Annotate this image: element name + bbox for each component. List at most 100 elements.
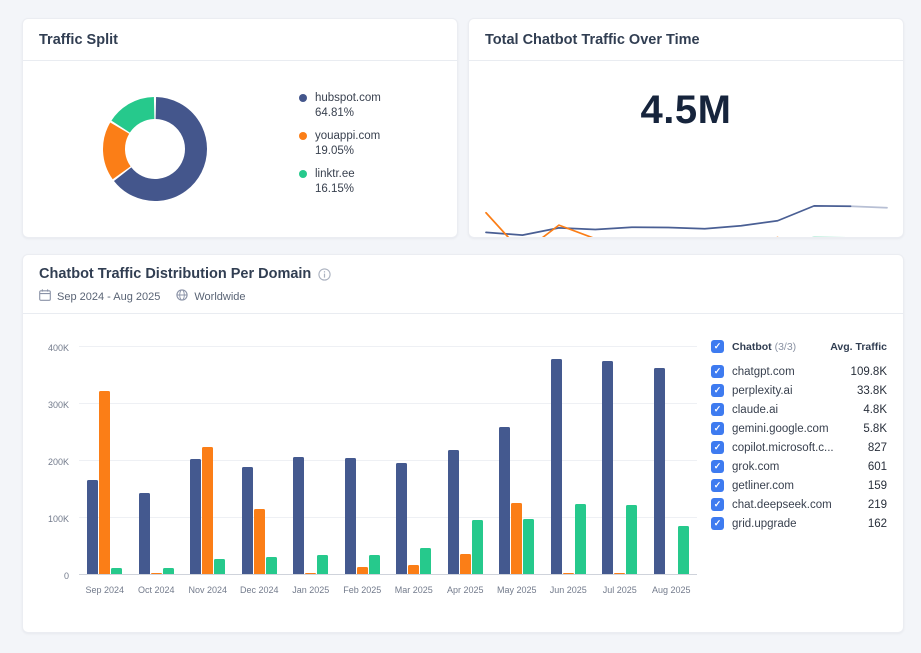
- bar-group-Mar 2025: [388, 347, 440, 574]
- bar-linktr.ee[interactable]: [626, 505, 638, 574]
- legend-row-getliner.com[interactable]: ✓ getliner.com 159: [711, 476, 887, 495]
- line-hubspot.com[interactable]: [485, 205, 852, 236]
- bar-linktr.ee[interactable]: [677, 526, 689, 574]
- legend-row-claude.ai[interactable]: ✓ claude.ai 4.8K: [711, 400, 887, 419]
- bar-hubspot.com[interactable]: [653, 367, 665, 574]
- chatbot-checkbox[interactable]: ✓: [711, 479, 724, 492]
- distribution-header: Chatbot Traffic Distribution Per Domain: [23, 255, 903, 314]
- x-tick-label: Oct 2024: [137, 585, 175, 595]
- chatbot-checkbox[interactable]: ✓: [711, 365, 724, 378]
- distribution-body: 0 100K 200K 300K 400K Sep 2024 Oct 2024 Nov 20…: [23, 314, 903, 595]
- bar-hubspot.com[interactable]: [499, 426, 511, 574]
- bar-linktr.ee[interactable]: [214, 559, 226, 574]
- bar-group-Feb 2025: [337, 347, 389, 574]
- bar-chart: 0 100K 200K 300K 400K Sep 2024 Oct 2024 Nov 20…: [41, 343, 698, 595]
- bar-youappi.com[interactable]: [253, 509, 265, 574]
- legend-domain: hubspot.com: [315, 91, 381, 104]
- bar-youappi.com[interactable]: [614, 573, 626, 574]
- bar-linktr.ee[interactable]: [111, 568, 123, 574]
- bar-hubspot.com[interactable]: [87, 480, 99, 574]
- chatbot-checkbox[interactable]: ✓: [711, 460, 724, 473]
- bar-linktr.ee[interactable]: [523, 519, 535, 574]
- donut-segment-youappi.com[interactable]: [103, 121, 131, 179]
- line-youappi.com[interactable]: [485, 211, 814, 238]
- chatbot-checkbox[interactable]: ✓: [711, 498, 724, 511]
- chatbot-checkbox[interactable]: ✓: [711, 441, 724, 454]
- bar-hubspot.com[interactable]: [396, 463, 408, 574]
- bar-hubspot.com[interactable]: [241, 466, 253, 574]
- traffic-split-donut-chart[interactable]: [93, 87, 217, 211]
- legend-row-perplexity.ai[interactable]: ✓ perplexity.ai 33.8K: [711, 381, 887, 400]
- bar-youappi.com[interactable]: [202, 446, 214, 574]
- legend-row-chatgpt.com[interactable]: ✓ chatgpt.com 109.8K: [711, 362, 887, 381]
- bar-hubspot.com[interactable]: [447, 449, 459, 574]
- legend-row-grid.upgrade[interactable]: ✓ grid.upgrade 162: [711, 514, 887, 533]
- legend-row-grok.com[interactable]: ✓ grok.com 601: [711, 457, 887, 476]
- bar-linktr.ee[interactable]: [574, 503, 586, 574]
- chatbot-avg-traffic: 162: [867, 517, 887, 530]
- bar-group-Jan 2025: [285, 347, 337, 574]
- x-tick-label: Aug 2025: [651, 585, 691, 595]
- chatbot-checkbox[interactable]: ✓: [711, 422, 724, 435]
- bar-hubspot.com[interactable]: [293, 456, 305, 574]
- bar-youappi.com[interactable]: [511, 503, 523, 574]
- bar-linktr.ee[interactable]: [317, 554, 329, 574]
- donut-segment-hubspot.com[interactable]: [113, 96, 207, 201]
- bar-hubspot.com[interactable]: [602, 360, 614, 574]
- traffic-over-time-line-chart[interactable]: [481, 199, 894, 238]
- legend-header-row: ✓ Chatbot (3/3) Avg. Traffic: [711, 340, 887, 353]
- legend-row-chat.deepseek.com[interactable]: ✓ chat.deepseek.com 219: [711, 495, 887, 514]
- info-icon[interactable]: [318, 268, 331, 281]
- chatbot-avg-traffic: 33.8K: [856, 384, 887, 397]
- bar-youappi.com[interactable]: [305, 573, 317, 574]
- bar-group-Aug 2025: [646, 347, 698, 574]
- bar-youappi.com[interactable]: [562, 573, 574, 574]
- x-tick-label: Jan 2025: [292, 585, 330, 595]
- gridline: [79, 517, 697, 518]
- bar-youappi.com[interactable]: [459, 553, 471, 574]
- bar-youappi.com[interactable]: [408, 564, 420, 574]
- bar-hubspot.com[interactable]: [138, 492, 150, 574]
- x-tick-label: Apr 2025: [446, 585, 484, 595]
- chatbot-avg-traffic: 827: [867, 441, 887, 454]
- globe-icon: [176, 289, 189, 304]
- chatbot-name: perplexity.ai: [732, 384, 793, 397]
- legend-dot-icon: [299, 169, 307, 178]
- donut-legend-item[interactable]: youappi.com 19.05%: [299, 130, 381, 157]
- date-range-label: Sep 2024 - Aug 2025: [57, 290, 161, 303]
- bar-linktr.ee[interactable]: [471, 520, 483, 574]
- bar-youappi.com[interactable]: [150, 573, 162, 574]
- bar-youappi.com[interactable]: [356, 566, 368, 574]
- calendar-icon: [39, 289, 51, 304]
- bar-hubspot.com[interactable]: [190, 459, 202, 574]
- chatbot-name: grok.com: [732, 460, 780, 473]
- bar-hubspot.com[interactable]: [550, 359, 562, 574]
- chatbot-name: gemini.google.com: [732, 422, 829, 435]
- traffic-split-title: Traffic Split: [39, 32, 118, 48]
- select-all-checkbox[interactable]: ✓: [711, 340, 724, 353]
- donut-segment-linktr.ee[interactable]: [111, 96, 156, 133]
- bar-group-Jul 2025: [594, 347, 646, 574]
- legend-row-copilot.microsoft.c...[interactable]: ✓ copilot.microsoft.c... 827: [711, 438, 887, 457]
- gridline: [79, 460, 697, 461]
- chatbot-checkbox[interactable]: ✓: [711, 384, 724, 397]
- donut-legend-item[interactable]: hubspot.com 64.81%: [299, 92, 381, 119]
- donut-legend-item[interactable]: linktr.ee 16.15%: [299, 168, 381, 195]
- bar-linktr.ee[interactable]: [420, 547, 432, 574]
- chatbot-checkbox[interactable]: ✓: [711, 517, 724, 530]
- region-label: Worldwide: [194, 290, 246, 303]
- total-traffic-body: 4.5M: [469, 88, 903, 238]
- bar-group-Apr 2025: [440, 347, 492, 574]
- gridline: [79, 346, 697, 347]
- legend-row-gemini.google.com[interactable]: ✓ gemini.google.com 5.8K: [711, 419, 887, 438]
- bar-youappi.com[interactable]: [99, 390, 111, 574]
- bar-hubspot.com[interactable]: [344, 457, 356, 574]
- legend-percent: 19.05%: [315, 144, 355, 157]
- bar-linktr.ee[interactable]: [162, 567, 174, 574]
- distribution-title: Chatbot Traffic Distribution Per Domain: [39, 266, 312, 282]
- bar-linktr.ee[interactable]: [265, 556, 277, 574]
- chatbot-checkbox[interactable]: ✓: [711, 403, 724, 416]
- x-tick-label: Dec 2024: [239, 585, 279, 595]
- bar-linktr.ee[interactable]: [368, 555, 380, 574]
